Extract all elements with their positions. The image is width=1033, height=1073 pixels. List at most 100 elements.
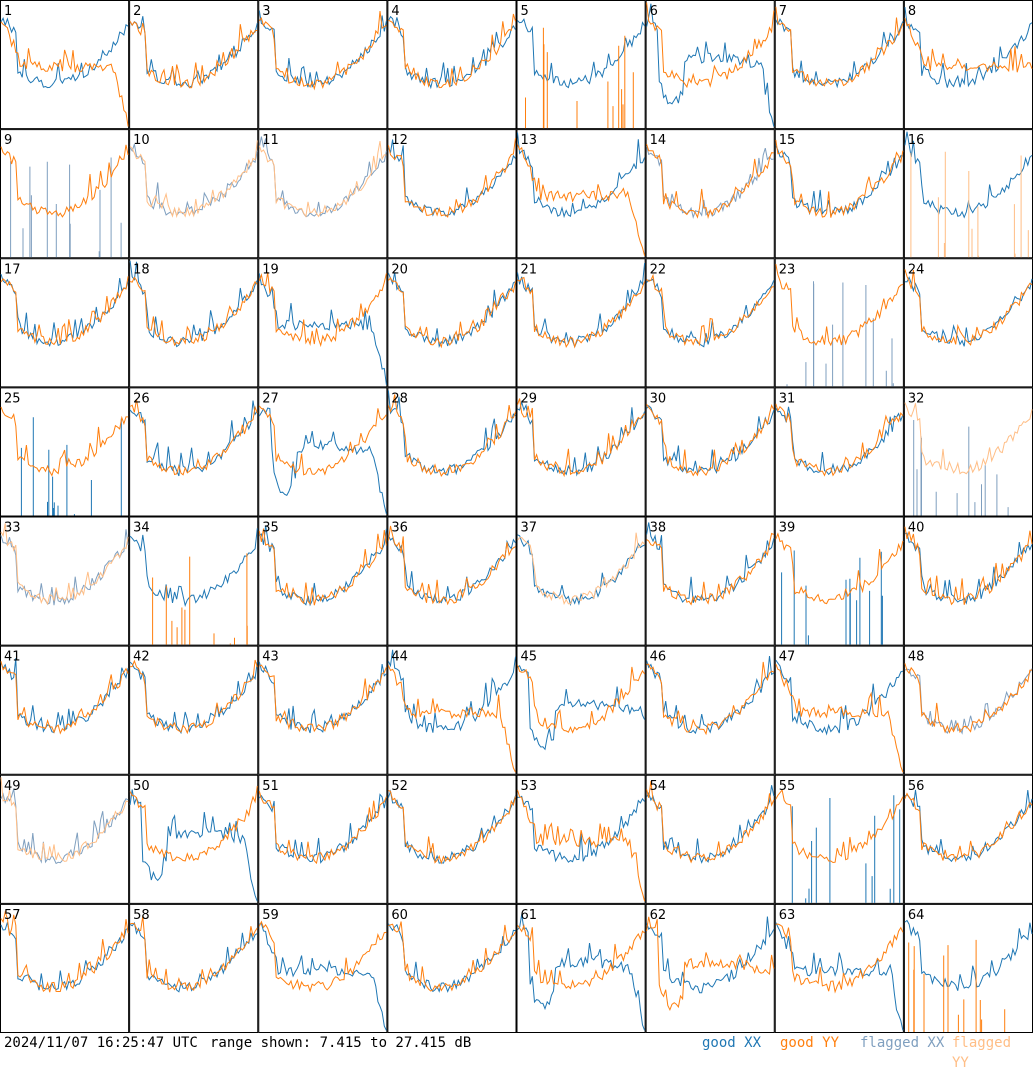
xx-series-line [129, 400, 258, 477]
tile-frame [387, 0, 517, 130]
tile-60: 60 [387, 903, 517, 1033]
tile-13: 13 [516, 129, 646, 259]
tile-frame [129, 645, 259, 775]
footer-bar: 2024/11/07 16:25:47 UTC range shown: 7.4… [0, 1033, 1033, 1071]
tile-number-label: 20 [391, 262, 408, 277]
tile-3: 3 [258, 0, 388, 130]
tile-40: 40 [903, 516, 1033, 646]
yy-series-line [258, 11, 387, 91]
tile-2: 2 [129, 0, 259, 130]
xx-series-line [0, 273, 129, 347]
tile-number-label: 28 [391, 391, 408, 406]
tile-47: 47 [774, 645, 904, 775]
tile-frame [774, 387, 904, 517]
tile-frame [258, 903, 388, 1033]
tile-frame [258, 645, 388, 775]
tile-18: 18 [129, 258, 259, 388]
xx-series-line [517, 18, 646, 89]
tile-21: 21 [516, 258, 646, 388]
tile-number-label: 8 [908, 4, 916, 19]
tile-28: 28 [387, 387, 517, 517]
tile-frame [516, 258, 646, 388]
tile-number-label: 41 [4, 650, 21, 665]
tile-12: 12 [387, 129, 517, 259]
tile-frame [0, 903, 130, 1033]
tile-number-label: 50 [133, 779, 150, 794]
xx-series-line [129, 789, 258, 902]
tile-number-label: 47 [779, 650, 796, 665]
tile-frame [903, 516, 1033, 646]
tile-frame [0, 516, 130, 646]
tile-number-label: 26 [133, 391, 150, 406]
legend-good-xx: good XX [702, 1035, 762, 1051]
tile-number-label: 27 [262, 391, 279, 406]
tile-number-label: 23 [779, 262, 796, 277]
xx-series-line [10, 157, 122, 258]
xx-series-line [786, 281, 894, 387]
yy-series-line [388, 13, 516, 89]
tile-11: 11 [258, 129, 388, 259]
tile-frame [129, 516, 259, 646]
tile-37: 37 [516, 516, 646, 646]
yy-series-line [388, 277, 516, 349]
yy-series-line [646, 403, 775, 477]
xx-series-line [129, 528, 258, 607]
yy-series-line [258, 528, 387, 606]
yy-series-line [258, 790, 387, 865]
tile-57: 57 [0, 903, 130, 1033]
tile-frame [258, 129, 388, 259]
tile-frame [645, 516, 775, 646]
yy-series-line [910, 151, 1029, 258]
tile-29: 29 [516, 387, 646, 517]
tile-number-label: 64 [908, 908, 925, 923]
tile-frame [903, 903, 1033, 1033]
tile-number-label: 2 [133, 4, 141, 19]
tile-frame [516, 387, 646, 517]
xx-series-line [129, 661, 258, 735]
tile-number-label: 24 [908, 262, 925, 277]
tile-number-label: 62 [650, 908, 667, 923]
yy-series-line [904, 17, 1033, 73]
yy-series-line [775, 532, 904, 605]
tile-number-label: 13 [521, 133, 538, 148]
tile-number-label: 37 [521, 521, 538, 536]
tile-frame [387, 645, 517, 775]
yy-series-line [129, 785, 258, 862]
tile-50: 50 [129, 774, 259, 904]
tile-frame [774, 0, 904, 130]
xx-series-line [646, 3, 775, 127]
tile-number-label: 57 [4, 908, 21, 923]
yy-series-line [646, 532, 775, 606]
tile-59: 59 [258, 903, 388, 1033]
tile-25: 25 [0, 387, 130, 517]
tile-frame [387, 258, 517, 388]
tile-27: 27 [258, 387, 388, 517]
tile-number-label: 53 [521, 779, 538, 794]
xx-series-line [775, 922, 904, 1031]
tile-number-label: 18 [133, 262, 150, 277]
yy-series-line [129, 21, 258, 89]
tile-36: 36 [387, 516, 517, 646]
tile-number-label: 16 [908, 133, 925, 148]
tile-frame [129, 258, 259, 388]
tile-frame [0, 645, 130, 775]
tile-52: 52 [387, 774, 517, 904]
tile-6: 6 [645, 0, 775, 130]
tile-number-label: 21 [521, 262, 538, 277]
tile-frame [903, 774, 1033, 904]
tile-30: 30 [645, 387, 775, 517]
tile-number-label: 60 [391, 908, 408, 923]
tile-54: 54 [645, 774, 775, 904]
yy-series-line [775, 923, 904, 994]
tile-41: 41 [0, 645, 130, 775]
tile-number-label: 42 [133, 650, 150, 665]
tile-number-label: 61 [521, 908, 538, 923]
yy-series-line [904, 526, 1033, 606]
legend-flagged-yy: flagged YY [952, 1035, 1012, 1071]
yy-series-line [387, 394, 516, 477]
yy-series-line [388, 790, 516, 865]
tile-frame [258, 516, 388, 646]
xx-series-line [387, 923, 516, 993]
xx-series-line [258, 661, 387, 734]
